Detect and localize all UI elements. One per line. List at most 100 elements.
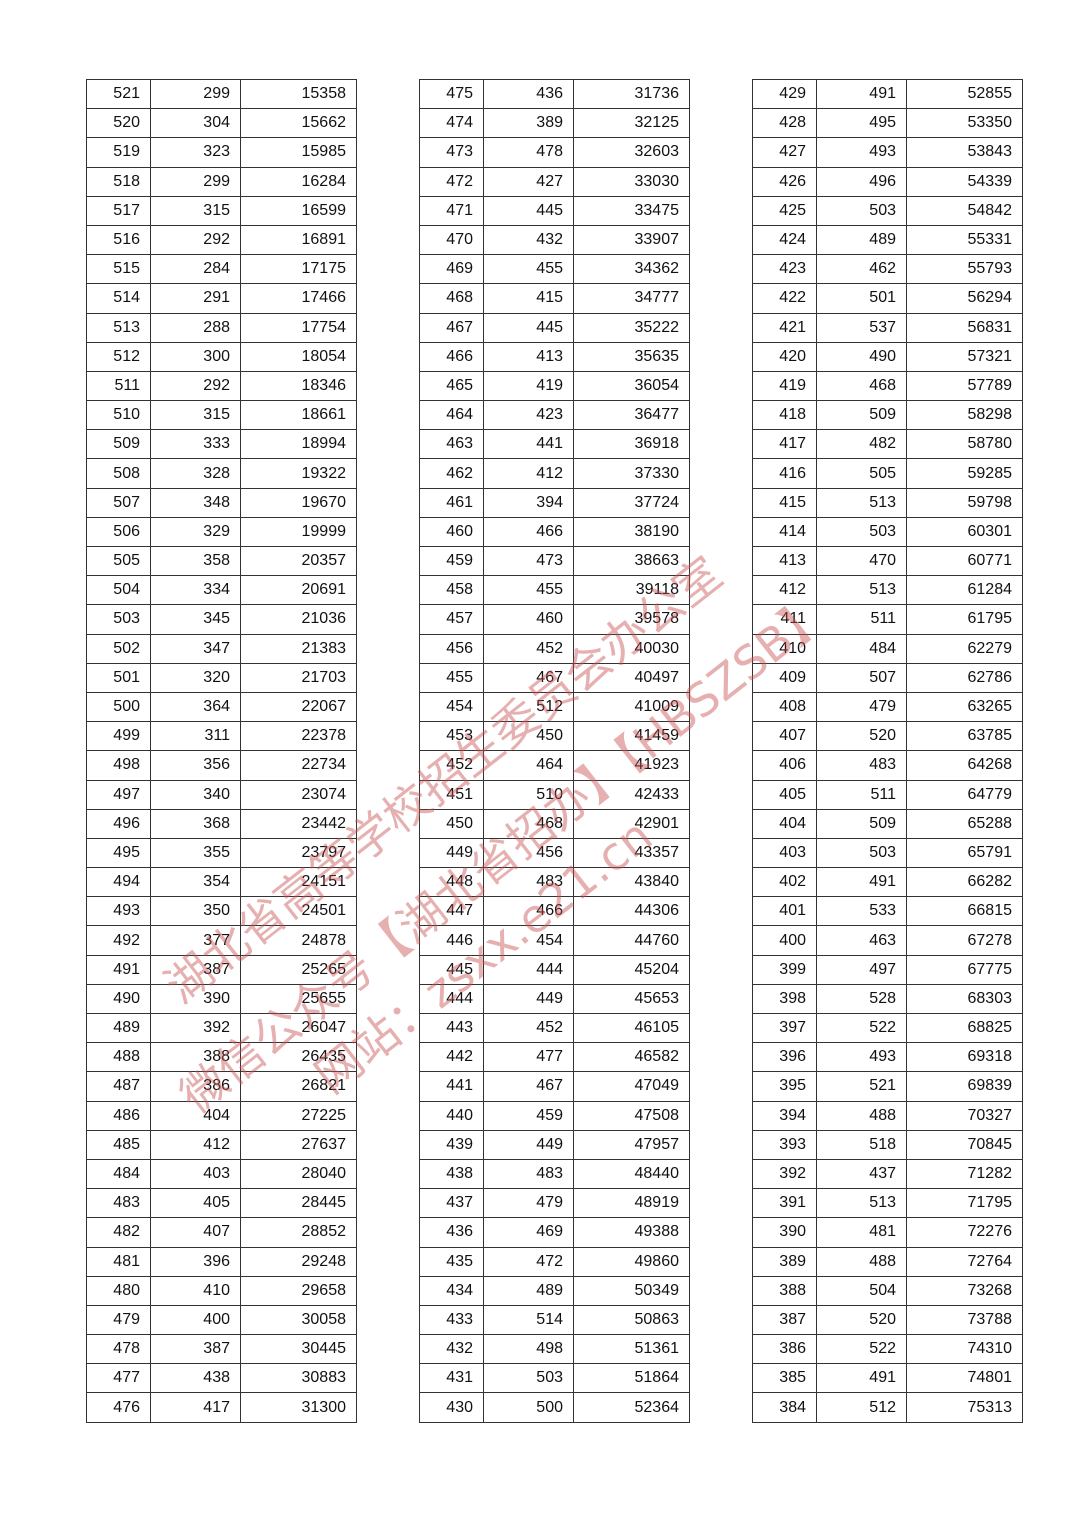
count-cell: 299 <box>150 78 241 110</box>
count-cell: 315 <box>150 400 241 431</box>
score-cell: 481 <box>86 1246 151 1277</box>
cumulative-cell: 74801 <box>906 1363 1023 1394</box>
score-cell: 480 <box>86 1275 151 1306</box>
table-row: 502 347 21383 <box>86 633 357 664</box>
table-row: 410 484 62279 <box>752 633 1023 664</box>
score-cell: 512 <box>86 341 151 372</box>
count-cell: 470 <box>816 545 907 577</box>
table-row: 451 510 42433 <box>419 779 690 810</box>
cumulative-cell: 15662 <box>240 108 357 139</box>
table-row: 417 482 58780 <box>752 429 1023 460</box>
count-cell: 340 <box>150 779 241 810</box>
table-row: 521 299 15358 <box>86 78 357 110</box>
count-cell: 415 <box>483 283 574 314</box>
score-cell: 428 <box>752 108 817 139</box>
table-row: 492 377 24878 <box>86 925 357 956</box>
cumulative-cell: 30058 <box>240 1304 357 1336</box>
cumulative-cell: 21036 <box>240 604 357 635</box>
table-row: 420 490 57321 <box>752 341 1023 372</box>
score-cell: 511 <box>86 370 151 402</box>
score-cell: 397 <box>752 1012 817 1044</box>
score-cell: 456 <box>419 633 484 664</box>
table-row: 416 505 59285 <box>752 458 1023 489</box>
score-cell: 490 <box>86 983 151 1015</box>
table-row: 440 459 47508 <box>419 1100 690 1131</box>
score-cell: 435 <box>419 1246 484 1277</box>
score-cell: 419 <box>752 370 817 402</box>
table-row: 390 481 72276 <box>752 1217 1023 1248</box>
cumulative-cell: 37330 <box>573 458 690 489</box>
count-cell: 473 <box>483 545 574 577</box>
count-cell: 407 <box>150 1217 241 1248</box>
score-cell: 469 <box>419 254 484 285</box>
count-cell: 292 <box>150 224 241 256</box>
cumulative-cell: 30445 <box>240 1334 357 1365</box>
count-cell: 497 <box>816 954 907 985</box>
cumulative-cell: 55793 <box>906 254 1023 285</box>
score-cell: 427 <box>752 137 817 168</box>
count-cell: 455 <box>483 254 574 285</box>
cumulative-cell: 28852 <box>240 1217 357 1248</box>
score-cell: 497 <box>86 779 151 810</box>
cumulative-cell: 57321 <box>906 341 1023 372</box>
count-cell: 304 <box>150 108 241 139</box>
count-cell: 450 <box>483 721 574 752</box>
score-cell: 410 <box>752 633 817 664</box>
score-cell: 501 <box>86 662 151 693</box>
count-cell: 489 <box>483 1275 574 1306</box>
table-row: 396 493 69318 <box>752 1042 1023 1073</box>
table-row: 415 513 59798 <box>752 487 1023 518</box>
score-cell: 407 <box>752 721 817 752</box>
cumulative-cell: 27637 <box>240 1129 357 1160</box>
table-row: 499 311 22378 <box>86 721 357 752</box>
count-cell: 347 <box>150 633 241 664</box>
table-row: 387 520 73788 <box>752 1304 1023 1336</box>
table-row: 429 491 52855 <box>752 78 1023 110</box>
table-row: 437 479 48919 <box>419 1188 690 1219</box>
score-cell: 514 <box>86 283 151 314</box>
score-cell: 386 <box>752 1334 817 1365</box>
table-row: 401 533 66815 <box>752 896 1023 927</box>
score-cell: 484 <box>86 1158 151 1190</box>
cumulative-cell: 22067 <box>240 691 357 723</box>
cumulative-cell: 35635 <box>573 341 690 372</box>
table-row: 494 354 24151 <box>86 867 357 898</box>
cumulative-cell: 67775 <box>906 954 1023 985</box>
cumulative-cell: 63785 <box>906 721 1023 752</box>
cumulative-cell: 53843 <box>906 137 1023 168</box>
count-cell: 388 <box>150 1042 241 1073</box>
table-row: 467 445 35222 <box>419 312 690 343</box>
score-cell: 504 <box>86 575 151 606</box>
cumulative-cell: 57789 <box>906 370 1023 402</box>
count-cell: 364 <box>150 691 241 723</box>
table-row: 466 413 35635 <box>419 341 690 372</box>
count-cell: 460 <box>483 604 574 635</box>
cumulative-cell: 23797 <box>240 837 357 869</box>
cumulative-cell: 65791 <box>906 837 1023 869</box>
cumulative-cell: 18994 <box>240 429 357 460</box>
count-cell: 491 <box>816 867 907 898</box>
cumulative-cell: 71795 <box>906 1188 1023 1219</box>
table-row: 452 464 41923 <box>419 750 690 781</box>
cumulative-cell: 74310 <box>906 1334 1023 1365</box>
score-cell: 451 <box>419 779 484 810</box>
count-cell: 292 <box>150 370 241 402</box>
cumulative-cell: 19999 <box>240 516 357 548</box>
score-cell: 425 <box>752 195 817 226</box>
score-cell: 449 <box>419 837 484 869</box>
count-cell: 354 <box>150 867 241 898</box>
table-row: 444 449 45653 <box>419 983 690 1015</box>
table-row: 454 512 41009 <box>419 691 690 723</box>
count-cell: 466 <box>483 516 574 548</box>
count-cell: 328 <box>150 458 241 489</box>
table-row: 458 455 39118 <box>419 575 690 606</box>
table-row: 402 491 66282 <box>752 867 1023 898</box>
count-cell: 503 <box>816 195 907 226</box>
table-row: 446 454 44760 <box>419 925 690 956</box>
cumulative-cell: 25655 <box>240 983 357 1015</box>
count-cell: 467 <box>483 662 574 693</box>
score-cell: 471 <box>419 195 484 226</box>
score-cell: 385 <box>752 1363 817 1394</box>
cumulative-cell: 36054 <box>573 370 690 402</box>
table-row: 459 473 38663 <box>419 545 690 577</box>
